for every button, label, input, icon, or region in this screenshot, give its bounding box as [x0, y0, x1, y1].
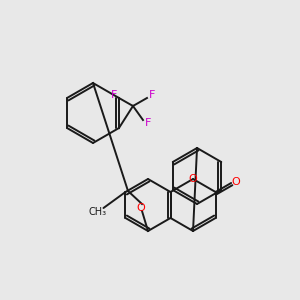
Text: F: F: [111, 90, 117, 100]
Text: O: O: [189, 174, 197, 184]
Text: O: O: [231, 177, 240, 187]
Text: F: F: [145, 118, 151, 128]
Text: F: F: [149, 90, 155, 100]
Text: O: O: [136, 203, 146, 213]
Text: CH₃: CH₃: [88, 207, 106, 217]
